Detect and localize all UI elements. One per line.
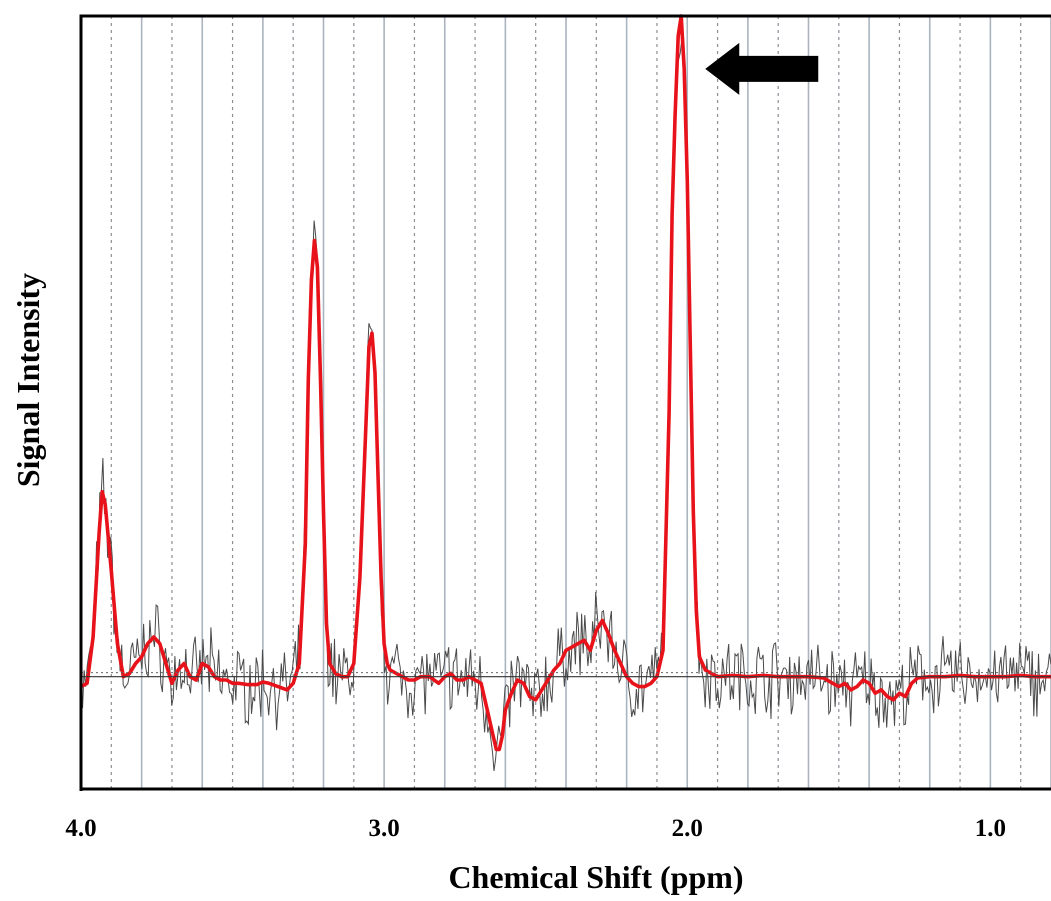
raw-spectrum-line (80, 39, 1051, 771)
x-tick-label: 4.0 (65, 815, 96, 842)
x-tick-label: 3.0 (369, 815, 400, 842)
raw-spectrum-layer (80, 39, 1051, 771)
gridlines (110, 16, 1051, 789)
x-tick-label: 2.0 (672, 815, 703, 842)
plot-frame (79, 14, 1051, 791)
x-tick-label: 1.0 (975, 815, 1006, 842)
arrow-annotation (705, 42, 819, 95)
y-axis-title: Signal Intensity (10, 273, 46, 487)
annotations (705, 42, 819, 95)
x-axis-title: Chemical Shift (ppm) (448, 859, 743, 895)
x-tick-labels: 4.0 3.0 2.0 1.0 (65, 815, 1006, 842)
